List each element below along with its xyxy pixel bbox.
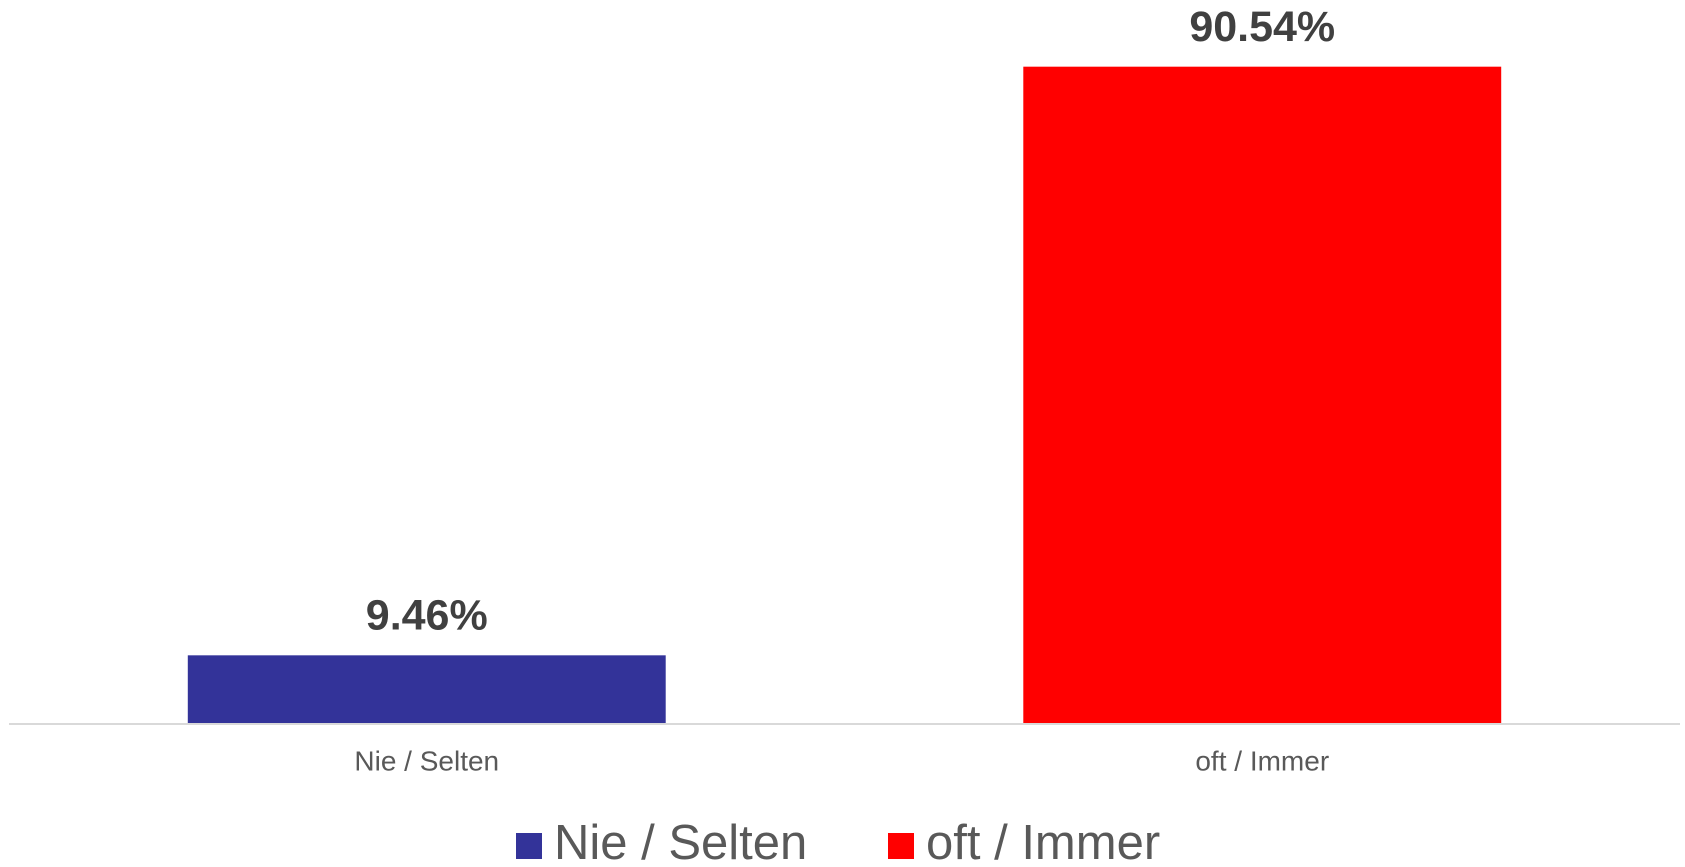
legend-swatch [516, 833, 542, 859]
data-label: 90.54% [1189, 3, 1335, 51]
bar [1023, 66, 1502, 724]
bar [187, 655, 666, 724]
legend-label: oft / Immer [926, 816, 1160, 867]
legend-swatch [888, 833, 914, 859]
legend-label: Nie / Selten [554, 816, 807, 867]
data-label: 9.46% [366, 592, 488, 640]
x-tick-label: oft / Immer [1195, 745, 1329, 776]
x-tick-label: Nie / Selten [354, 745, 499, 776]
